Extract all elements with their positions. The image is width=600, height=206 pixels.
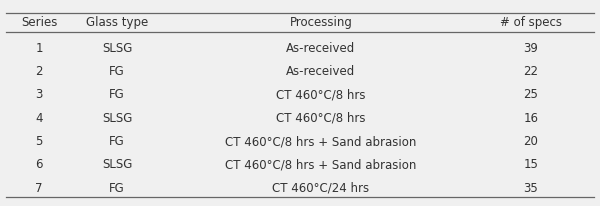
Text: FG: FG (109, 181, 125, 195)
Text: 1: 1 (35, 42, 43, 55)
Text: CT 460°C/24 hrs: CT 460°C/24 hrs (272, 181, 370, 195)
Text: 20: 20 (524, 135, 538, 148)
Text: As-received: As-received (286, 42, 356, 55)
Text: SLSG: SLSG (102, 42, 132, 55)
Text: Glass type: Glass type (86, 16, 148, 29)
Text: SLSG: SLSG (102, 158, 132, 171)
Text: CT 460°C/8 hrs: CT 460°C/8 hrs (276, 112, 366, 125)
Text: 15: 15 (524, 158, 538, 171)
Text: 4: 4 (35, 112, 43, 125)
Text: CT 460°C/8 hrs + Sand abrasion: CT 460°C/8 hrs + Sand abrasion (226, 158, 416, 171)
Text: 39: 39 (524, 42, 538, 55)
Text: FG: FG (109, 88, 125, 102)
Text: CT 460°C/8 hrs: CT 460°C/8 hrs (276, 88, 366, 102)
Text: 6: 6 (35, 158, 43, 171)
Text: SLSG: SLSG (102, 112, 132, 125)
Text: 25: 25 (524, 88, 538, 102)
Text: As-received: As-received (286, 65, 356, 78)
Text: FG: FG (109, 135, 125, 148)
Text: 16: 16 (523, 112, 539, 125)
Text: 5: 5 (35, 135, 43, 148)
Text: Processing: Processing (290, 16, 352, 29)
Text: CT 460°C/8 hrs + Sand abrasion: CT 460°C/8 hrs + Sand abrasion (226, 135, 416, 148)
Text: # of specs: # of specs (500, 16, 562, 29)
Text: 35: 35 (524, 181, 538, 195)
Text: 22: 22 (523, 65, 539, 78)
Text: Series: Series (21, 16, 57, 29)
Text: FG: FG (109, 65, 125, 78)
Text: 7: 7 (35, 181, 43, 195)
Text: 3: 3 (35, 88, 43, 102)
Text: 2: 2 (35, 65, 43, 78)
